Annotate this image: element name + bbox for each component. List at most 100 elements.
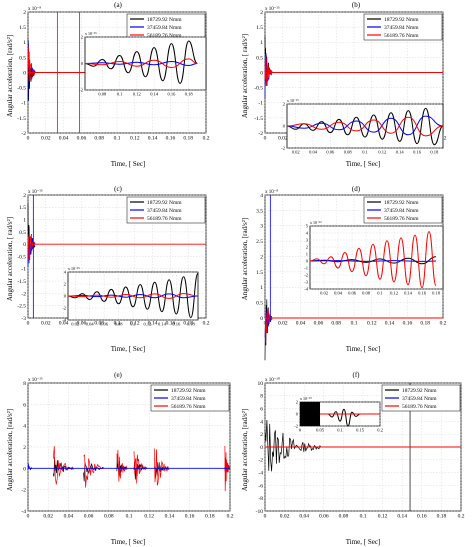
panel-c-xtick-label: 0.14	[148, 321, 158, 327]
panel-d-label: (d)	[352, 185, 361, 193]
panel-e-xtick-label: 0.1	[126, 514, 133, 520]
panel-f-inset-xtick-label: 0.15	[356, 428, 365, 433]
panel-b-xtick-label: 0.02	[278, 136, 288, 142]
panel-e: 0 0.02 0.04 0.06 0.08 0.1 0.12 0.14 0.16 0.18 0.2 -…	[6, 371, 234, 546]
panel-e-ytick-label: 2	[23, 445, 26, 451]
panel-d-series-red-burst	[264, 309, 273, 344]
panel-d-ytick-label: 0	[260, 316, 263, 322]
panel-a-xtick-label: 0.12	[130, 136, 140, 142]
panel-b-ytick-label: 2	[260, 10, 263, 16]
panel-e-series-red-burst	[133, 451, 148, 484]
panel-f-ytick-label: -2	[258, 458, 263, 464]
panel-b-ytick-label: -1.5	[254, 116, 263, 122]
panel-a-xlabel: Time, [ Sec]	[111, 160, 146, 168]
panel-f-inset-xtick-label: 0	[299, 428, 302, 433]
panel-f-xlabel: Time, [ Sec]	[346, 538, 381, 546]
panel-f-inset-xtick-label: 0.05	[316, 428, 325, 433]
panel-d-ytick-label: 2.5	[256, 239, 263, 245]
panel-b-inset-xtick-label: 0.12	[378, 150, 386, 155]
panel-a-inset-xtick-label: 0.14	[150, 92, 159, 97]
panel-f-ytick-label: -10	[256, 509, 264, 515]
panel-e-xlabel: Time, [ Sec]	[111, 538, 146, 546]
panel-b-inset-exponent: x 10⁻¹⁵	[287, 98, 299, 103]
panel-b-inset-xtick-label: 0.04	[309, 150, 318, 155]
panel-f-inset-exponent: x 10⁻¹⁰	[300, 396, 312, 401]
panel-d-inset-ytick-label: 3	[306, 238, 309, 243]
panel-f-legend-entry: 56189.76 Nmm	[402, 404, 437, 410]
panel-f-ylabel: Angular acceleration, [rad/s²]	[241, 409, 249, 491]
panel-e-legend-entry: 37459.84 Nmm	[171, 396, 206, 402]
panel-c-xtick-label: 0.08	[94, 321, 104, 327]
panel-d-inset-ytick-label: 1	[306, 252, 308, 257]
panel-b-inset-series-black	[286, 107, 444, 146]
panel-c-xtick-label: 0.1	[114, 321, 121, 327]
panel-c-ytick-label: -0.5	[17, 254, 26, 260]
panel-a-ytick-label: 0.5	[19, 55, 26, 61]
panel-a-xtick-label: 0.2	[203, 136, 210, 142]
panel-c-exponent: x 10⁻¹⁵	[28, 189, 43, 195]
panel-f-inset-ytick-label: -2	[294, 424, 298, 429]
panel-d-inset-ytick-label: -3	[304, 280, 308, 285]
panel-d-xtick-label: 0.06	[314, 321, 324, 327]
panel-c-xtick-label: 0.18	[183, 321, 193, 327]
panel-a-inset-ytick-label: 0	[81, 61, 84, 66]
panel-f-ytick-label: 8	[260, 394, 263, 400]
panel-c-ytick-label: -1	[21, 267, 26, 273]
panel-d-inset-ytick-label: -1	[304, 266, 308, 271]
panel-c-inset-xtick-label: 0.04	[86, 322, 95, 327]
panel-e-ytick-label: -4	[21, 509, 26, 515]
panel-a-ytick-label: 0	[23, 70, 26, 76]
panel-b-ytick-label: -2	[258, 131, 263, 137]
panel-e-ytick-label: 6	[23, 402, 26, 408]
panel-c-inset: 0.02 0.04 0.06 0.08 0.1 0.12 0.14 0.16 0.18-4-20…	[62, 266, 199, 327]
panel-c-ytick-label: 0	[23, 242, 26, 248]
panel-a-legend-entry: 56189.76 Nmm	[147, 33, 182, 39]
panel-e-traces	[27, 445, 231, 492]
panel-a-legend-entry: 37459.84 Nmm	[147, 25, 182, 31]
panel-d-xlabel: Time, [ Sec]	[346, 345, 381, 353]
panel-f-ytick-label: 10	[258, 381, 264, 387]
panel-b-ytick-label: -0.5	[254, 86, 263, 92]
panel-c-inset-ytick-label: 2	[64, 282, 66, 287]
panel-d-inset-ytick-label: 5	[306, 224, 309, 229]
panel-c-traces	[27, 195, 206, 318]
panel-a-inset-ytick-label: -2	[79, 88, 83, 93]
panel-a-ytick-label: -1.5	[17, 116, 26, 122]
panel-d-exponent: x 10⁻⁸	[265, 189, 278, 195]
panel-f-ytick-label: -8	[258, 496, 263, 502]
panel-a-inset-series-red	[84, 58, 198, 69]
panel-a-xtick-label: 0.04	[59, 136, 69, 142]
panel-f-xtick-label: 0.18	[437, 514, 447, 520]
panel-e-xtick-label: 0.18	[205, 514, 215, 520]
panel-a-series-red-burst	[27, 46, 36, 82]
panel-f-series-black-burst	[264, 419, 322, 472]
panel-d-ylabel: Angular acceleration, [rad/s²]	[241, 218, 249, 300]
panel-b: 00.020.040.060.080.10.120.140.160.180.2-…	[241, 1, 447, 168]
panel-d-inset-series-blue	[309, 260, 437, 262]
panel-d-inset-xtick-label: 0.1	[377, 291, 383, 296]
panel-c: 0 0.02 0.04 0.06 0.08 0.1 0.12 0.14 0.16 0.18 0.2-…	[6, 185, 210, 353]
panel-d-inset-ytick-label: 0	[306, 259, 309, 264]
panel-f-exponent: x 10⁻¹⁰	[265, 377, 280, 383]
panel-d-ytick-label: 2	[260, 254, 263, 260]
panel-e-xtick-label: 0.06	[84, 514, 94, 520]
panel-d-inset-exponent: x 10⁻¹³	[310, 220, 322, 225]
panel-a-ytick-label: -1	[21, 101, 26, 107]
panel-d-xtick-label: 0.1	[351, 321, 358, 327]
panel-f-xtick-label: 0.1	[360, 514, 367, 520]
panel-a-legend: 18729.92 Nmm 37459.84 Nmm 56189.76 Nmm	[126, 13, 206, 41]
panel-e-xtick-label: 0	[27, 514, 30, 520]
panel-c-legend-entry: 56189.76 Nmm	[147, 216, 182, 222]
panel-c-inset-ytick-label: -4	[62, 318, 66, 323]
panel-f-xtick-label: 0.08	[339, 514, 349, 520]
panel-b-ytick-label: 1.5	[256, 25, 263, 31]
panel-f-inset-ytick-label: 2	[296, 400, 298, 405]
panel-f-ytick-label: 4	[260, 419, 263, 425]
panel-a-xtick-label: 0.1	[114, 136, 121, 142]
panel-d-xtick-label: 0.16	[403, 321, 413, 327]
panel-e-exponent: x 10⁻¹⁵	[28, 377, 43, 383]
panel-c-ylabel: Angular acceleration, [ rad/s²]	[6, 217, 14, 301]
panel-f-legend-entry: 18729.92 Nmm	[402, 388, 437, 394]
panel-d-xtick-label: 0.14	[385, 321, 395, 327]
